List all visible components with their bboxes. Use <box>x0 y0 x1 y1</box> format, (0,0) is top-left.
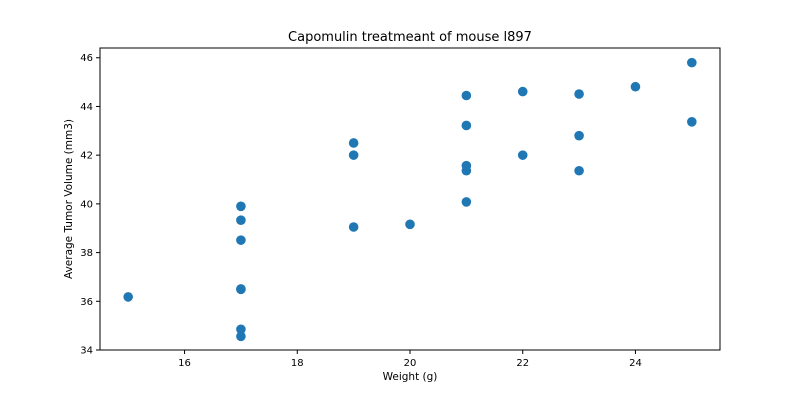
data-point <box>630 81 641 92</box>
data-point <box>687 57 697 68</box>
data-point <box>517 86 528 97</box>
data-point <box>236 215 246 225</box>
y-tick-label: 36 <box>80 297 93 308</box>
y-axis-label: Average Tumor Volume (mm3) <box>63 119 75 279</box>
x-axis: 16 18 20 22 24 <box>178 350 642 369</box>
data-point <box>236 331 246 342</box>
data-point <box>461 160 472 171</box>
y-axis: 34 36 38 40 42 44 46 <box>80 53 100 357</box>
x-tick-label: 16 <box>178 358 191 369</box>
chart-title: Capomulin treatmeant of mouse l897 <box>288 30 532 45</box>
y-tick-label: 38 <box>80 248 93 259</box>
plot-area: 16 18 20 22 24 34 36 38 40 42 44 46 <box>80 47 721 369</box>
data-point <box>574 165 584 176</box>
data-point <box>461 90 472 101</box>
data-point <box>461 197 472 207</box>
y-tick-label: 42 <box>80 151 93 162</box>
data-point <box>574 130 584 141</box>
data-point <box>236 201 246 212</box>
data-point <box>517 150 528 160</box>
data-point <box>236 235 246 245</box>
data-point <box>405 219 415 230</box>
data-points <box>123 57 697 342</box>
data-point <box>348 138 359 148</box>
data-point <box>348 150 359 160</box>
y-tick-label: 34 <box>80 346 93 357</box>
x-tick-label: 24 <box>629 358 642 369</box>
x-tick-label: 22 <box>516 358 529 369</box>
data-point <box>236 324 246 335</box>
data-point <box>574 89 584 99</box>
data-point <box>687 116 697 127</box>
y-tick-label: 40 <box>80 199 93 210</box>
data-point <box>348 222 359 232</box>
y-tick-label: 46 <box>80 53 93 64</box>
y-tick-label: 44 <box>80 102 93 113</box>
x-tick-label: 18 <box>291 358 304 369</box>
data-point <box>461 120 472 131</box>
data-point <box>123 292 133 302</box>
data-point <box>236 284 246 295</box>
x-tick-label: 20 <box>404 358 417 369</box>
x-axis-label: Weight (g) <box>383 371 438 383</box>
